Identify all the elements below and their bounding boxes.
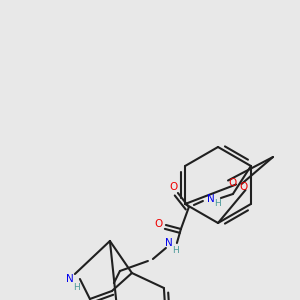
Text: O: O	[239, 182, 247, 192]
Text: N: N	[207, 194, 215, 204]
Text: H: H	[74, 284, 80, 292]
Text: H: H	[172, 247, 179, 256]
Text: H: H	[214, 200, 221, 208]
Text: O: O	[228, 178, 236, 188]
Text: O: O	[170, 182, 178, 192]
Text: O: O	[155, 219, 163, 229]
Text: N: N	[66, 274, 74, 284]
Text: N: N	[165, 238, 173, 248]
